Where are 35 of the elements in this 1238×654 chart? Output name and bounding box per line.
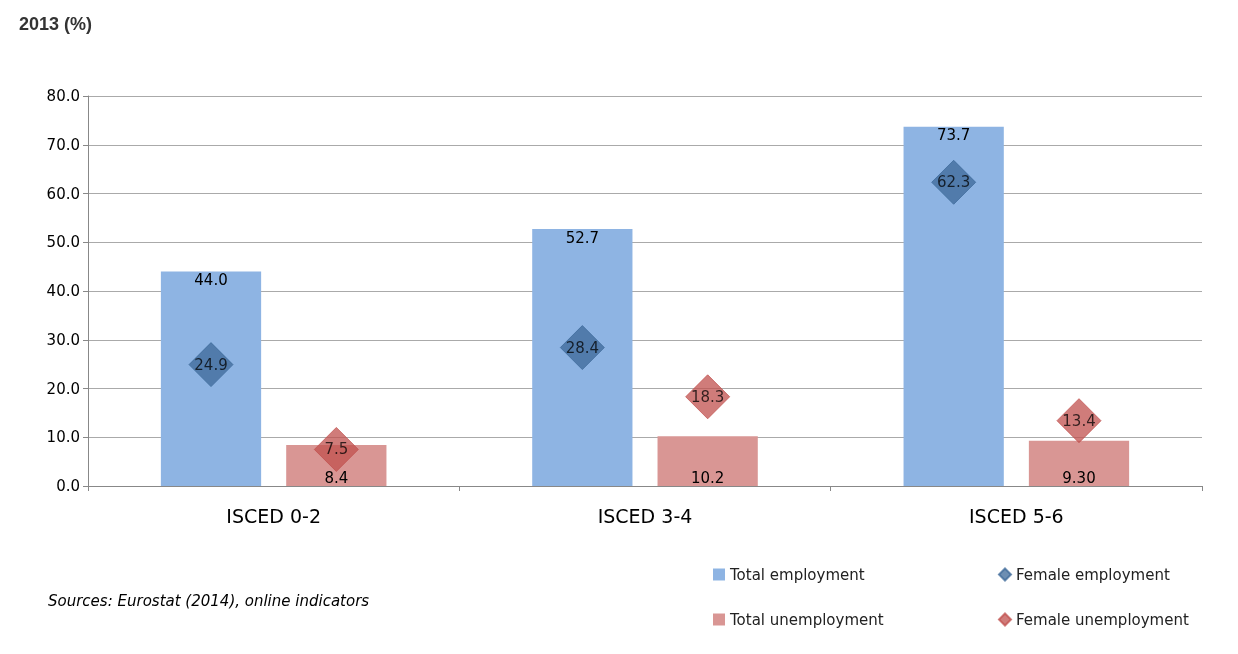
y-tick-label: 70.0 [46, 135, 80, 154]
y-tick-label: 0.0 [56, 477, 80, 495]
y-tick-label: 10.0 [46, 428, 80, 447]
legend-label: Female unemployment [1016, 610, 1189, 629]
data-label: 24.9 [194, 355, 228, 374]
legend-label: Female employment [1016, 565, 1170, 584]
x-tick-label: ISCED 5-6 [969, 504, 1064, 527]
data-label: 8.4 [324, 468, 349, 487]
legend-label: Total employment [729, 565, 865, 584]
x-tick-label: ISCED 3-4 [597, 504, 693, 527]
data-label: 62.3 [936, 173, 971, 192]
chart-title: 2013 (%) [19, 14, 93, 34]
data-label: 73.7 [936, 126, 971, 145]
data-label: 44.0 [194, 271, 228, 289]
bar [903, 126, 1004, 486]
y-tick-label: 40.0 [46, 282, 80, 300]
data-label: 13.4 [1062, 411, 1096, 430]
y-tick-label: 20.0 [46, 379, 80, 398]
bar [657, 436, 758, 486]
bar [1028, 440, 1130, 486]
data-label: 18.3 [690, 387, 725, 406]
y-tick-label: 80.0 [46, 87, 80, 105]
data-label: 52.7 [565, 228, 600, 247]
legend-label: Total unemployment [729, 610, 884, 629]
y-tick-label: 50.0 [46, 233, 80, 252]
bar [532, 229, 633, 486]
data-label: 7.5 [324, 440, 349, 459]
data-label: 28.4 [565, 338, 600, 357]
data-label: 10.2 [690, 468, 725, 487]
source-note: Sources: Eurostat (2014), online indicators [48, 591, 370, 610]
y-tick-label: 30.0 [46, 330, 80, 349]
data-label: 9.30 [1062, 468, 1096, 487]
x-tick-label: ISCED 0-2 [226, 504, 321, 527]
bar [160, 271, 262, 486]
y-tick-label: 60.0 [46, 184, 80, 203]
